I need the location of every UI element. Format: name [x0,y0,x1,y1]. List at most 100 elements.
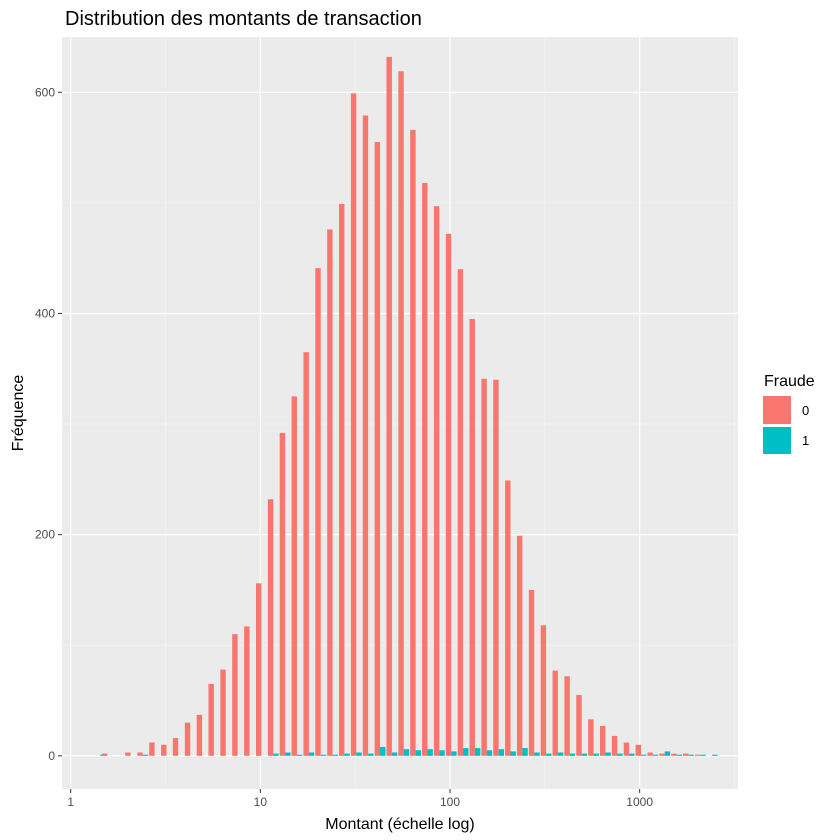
bar-fraude-0 [149,742,155,756]
bar-fraude-1 [652,754,659,756]
bar-fraude-1 [605,752,611,756]
bar-fraude-0 [469,319,475,756]
bar-fraude-0 [362,115,369,756]
bar-fraude-0 [611,735,618,756]
bar-fraude-0 [445,233,452,756]
bar-fraude-0 [279,432,286,756]
bar-fraude-0 [327,229,333,756]
bar-fraude-1 [510,751,516,756]
bar-fraude-1 [368,753,374,756]
bar-fraude-0 [647,752,653,756]
bar-fraude-0 [161,744,167,756]
bar-fraude-0 [457,269,464,756]
y-tick-label: 0 [48,749,55,763]
bar-fraude-1 [142,754,149,756]
bar-fraude-0 [137,752,143,756]
bar-layer [100,56,718,756]
bar-fraude-0 [256,583,262,756]
x-tick-label: 1000 [626,795,653,809]
bar-fraude-0 [220,669,226,756]
bar-fraude-1 [712,754,718,756]
bar-fraude-0 [493,379,499,756]
bar-fraude-1 [332,754,338,756]
bar-fraude-1 [427,749,433,756]
bar-fraude-1 [534,752,540,756]
bar-fraude-0 [528,589,535,756]
bar-fraude-0 [433,206,440,756]
bar-fraude-0 [386,56,392,756]
bar-fraude-0 [350,93,357,756]
bar-fraude-1 [380,746,386,756]
bar-fraude-1 [474,748,481,756]
bar-fraude-1 [640,754,647,756]
bar-fraude-0 [600,725,606,756]
bar-fraude-0 [659,753,665,756]
legend-label-1: 1 [802,433,809,448]
y-tick-label: 400 [35,306,55,320]
bar-fraude-0 [315,268,321,756]
bar-fraude-0 [552,670,558,756]
bar-fraude-0 [172,738,179,756]
bar-fraude-0 [564,676,570,756]
legend-label-0: 0 [802,403,809,418]
bar-fraude-0 [291,396,297,756]
bar-fraude-1 [391,752,398,756]
bar-fraude-1 [356,752,362,756]
y-tick-label: 200 [35,528,55,542]
bar-fraude-0 [481,378,487,756]
bar-fraude-0 [671,753,677,756]
bar-fraude-1 [617,753,623,756]
bar-fraude-1 [700,754,706,756]
bar-fraude-0 [101,753,108,756]
bar-fraude-1 [688,754,694,756]
bar-fraude-1 [557,752,564,756]
bar-fraude-1 [451,751,457,756]
bar-fraude-1 [664,751,671,756]
axis-ticks: 1 10 100 1000 0 200 400 600 [35,85,653,809]
bar-fraude-1 [285,752,291,756]
bar-fraude-0 [184,722,191,756]
bar-fraude-0 [125,752,131,756]
bar-fraude-0 [208,683,214,756]
bar-fraude-0 [232,634,238,756]
bar-fraude-1 [581,753,588,756]
bar-fraude-1 [498,749,505,756]
bar-fraude-1 [308,752,315,756]
x-tick-label: 10 [254,795,268,809]
bar-fraude-0 [303,352,309,756]
bar-fraude-1 [415,750,422,756]
bar-fraude-1 [569,753,576,756]
bar-fraude-1 [676,754,682,756]
bar-fraude-0 [339,203,345,756]
x-axis-title: Montant (échelle log) [325,816,474,833]
bar-fraude-0 [505,480,511,756]
bar-fraude-0 [576,695,582,756]
bar-fraude-0 [398,71,404,756]
bar-fraude-1 [629,753,635,756]
bar-fraude-0 [635,744,641,756]
bar-fraude-1 [344,753,350,756]
legend-key-0 [763,396,791,424]
bar-fraude-0 [623,742,630,756]
bar-fraude-1 [546,753,552,756]
bar-fraude-1 [593,753,599,756]
y-axis-title: Fréquence [10,375,27,452]
bar-fraude-1 [439,750,445,756]
legend-item-1: 1 [763,427,809,454]
legend-item-0: 0 [763,396,809,424]
bar-fraude-0 [410,129,416,756]
bar-fraude-0 [196,714,203,756]
bar-fraude-1 [463,748,469,756]
x-tick-label: 1 [67,795,74,809]
bar-fraude-1 [486,750,493,756]
bar-fraude-0 [516,535,523,756]
bar-fraude-1 [522,748,528,756]
bar-fraude-0 [422,182,428,756]
bar-fraude-0 [588,719,594,756]
bar-fraude-0 [244,626,250,756]
bar-fraude-0 [683,753,689,756]
bar-fraude-1 [403,749,410,756]
y-tick-label: 600 [35,85,55,99]
legend-title: Fraude [764,373,815,390]
